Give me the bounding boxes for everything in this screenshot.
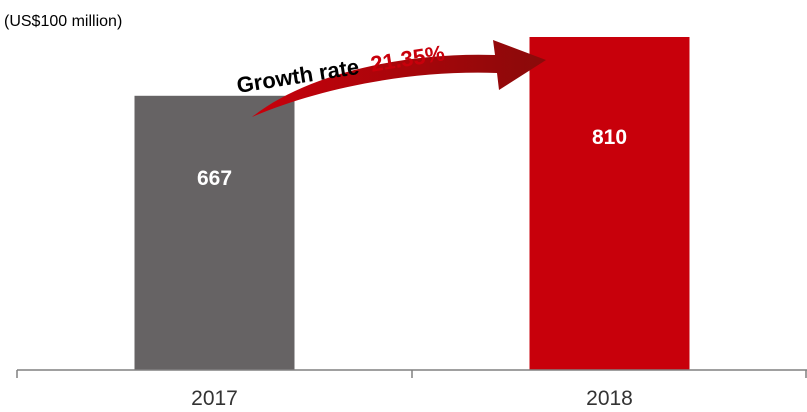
unit-label: (US$100 million): [4, 13, 122, 30]
growth-arrow: [252, 40, 546, 117]
data-label-2017: 667: [197, 167, 232, 190]
data-label-2018: 810: [592, 126, 627, 149]
x-tick-label-2017: 2017: [191, 387, 238, 410]
bar-2017: [134, 95, 295, 371]
bar-2018: [529, 37, 690, 370]
x-tick-label-2018: 2018: [586, 387, 633, 410]
labels: 667 2017 810 2018: [191, 126, 633, 410]
growth-annotation: Growth rate 21.35%: [235, 40, 447, 98]
bars: [134, 37, 690, 371]
x-axis: [16, 369, 807, 378]
